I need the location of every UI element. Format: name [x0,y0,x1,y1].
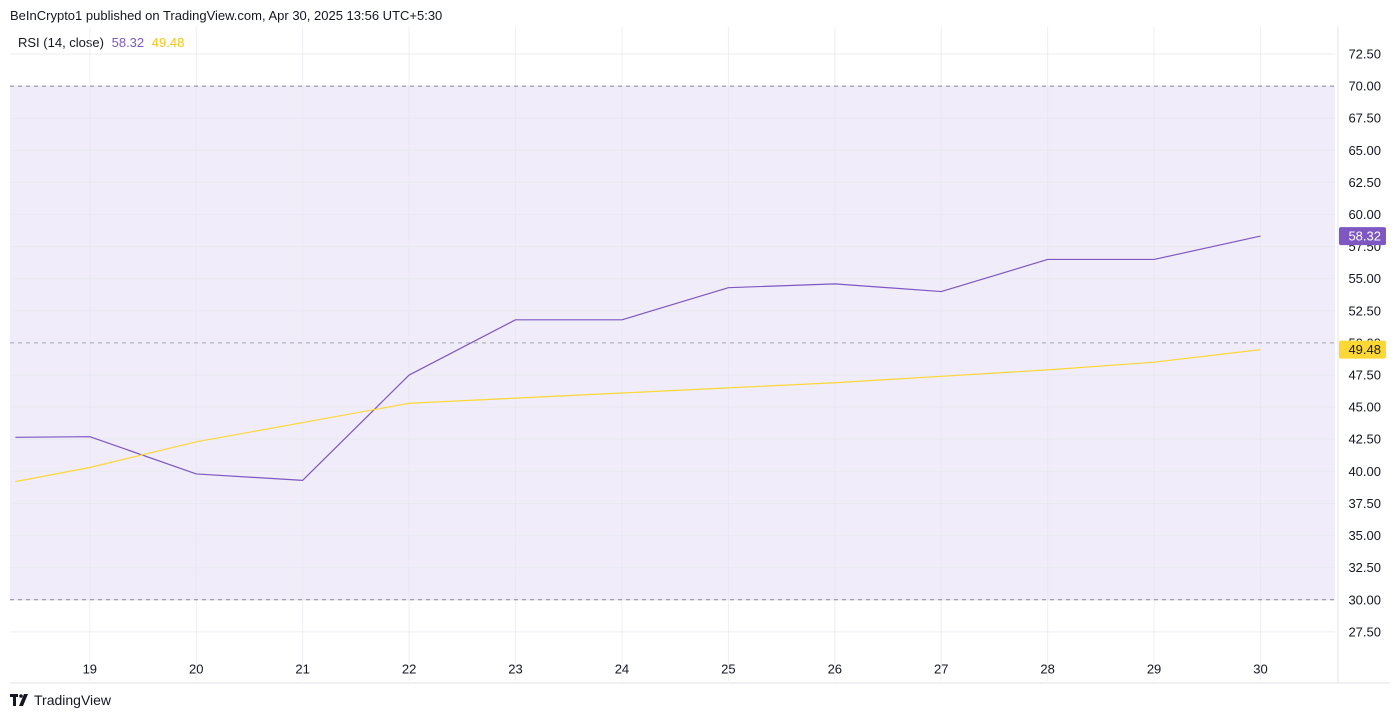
ma-last-value-label: 49.48 [1348,342,1381,357]
x-tick-label: 28 [1040,662,1054,677]
tradingview-brand-label: TradingView [34,692,112,708]
y-tick-label: 27.50 [1348,624,1381,639]
y-tick-label: 42.50 [1348,432,1381,447]
x-tick-label: 26 [828,662,842,677]
y-tick-label: 62.50 [1348,175,1381,190]
y-tick-label: 40.00 [1348,464,1381,479]
x-tick-label: 20 [189,662,203,677]
y-tick-label: 37.50 [1348,496,1381,511]
y-tick-label: 32.50 [1348,560,1381,575]
y-tick-label: 67.50 [1348,111,1381,126]
tradingview-logo-icon [10,694,28,706]
y-tick-label: 60.00 [1348,207,1381,222]
y-tick-label: 35.00 [1348,528,1381,543]
publish-info: BeInCrypto1 published on TradingView.com… [10,8,443,23]
y-tick-label: 65.00 [1348,143,1381,158]
x-tick-label: 25 [721,662,735,677]
x-tick-label: 23 [508,662,522,677]
x-tick-label: 21 [295,662,309,677]
indicator-legend[interactable]: RSI (14, close) 58.32 49.48 [18,35,188,50]
x-tick-label: 29 [1147,662,1161,677]
indicator-label: RSI (14, close) [18,35,104,50]
y-tick-label: 55.00 [1348,271,1381,286]
x-tick-label: 30 [1253,662,1267,677]
x-tick-label: 19 [83,662,97,677]
x-tick-label: 27 [934,662,948,677]
rsi-last-value-badge [1339,227,1386,246]
y-tick-label: 72.50 [1348,46,1381,61]
rsi-last-value-label: 58.32 [1348,229,1381,244]
x-tick-label: 22 [402,662,416,677]
y-tick-label: 47.50 [1348,368,1381,383]
ma-value: 49.48 [151,35,185,50]
y-tick-label: 70.00 [1348,79,1381,94]
y-tick-label: 30.00 [1348,592,1381,607]
rsi-value: 58.32 [111,35,145,50]
tradingview-brand[interactable]: TradingView [10,692,111,708]
y-tick-label: 45.00 [1348,400,1381,415]
ma-last-value-badge [1339,340,1386,359]
x-tick-label: 24 [615,662,629,677]
y-tick-label: 52.50 [1348,303,1381,318]
